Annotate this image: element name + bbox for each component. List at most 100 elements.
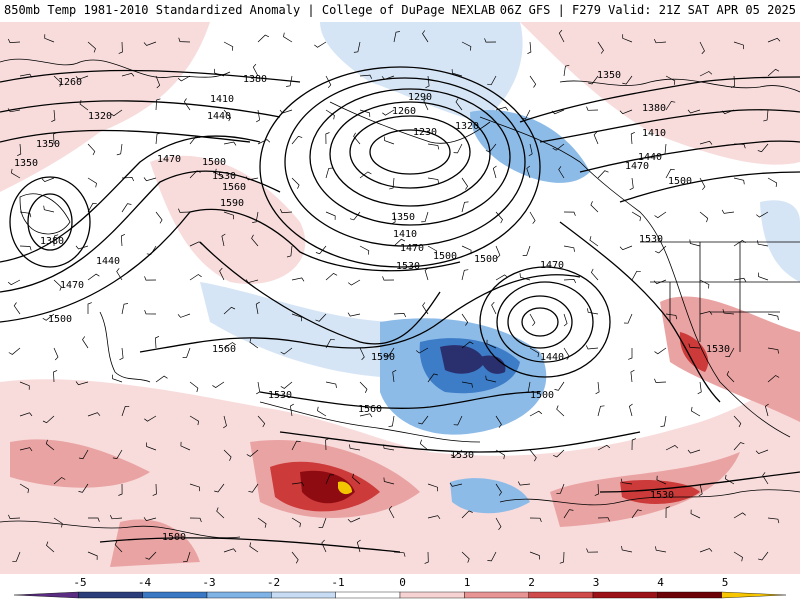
wind-barb <box>733 512 746 519</box>
contour-label: 1560 <box>222 182 246 193</box>
wind-barb <box>665 313 678 320</box>
wind-barb <box>556 405 565 417</box>
wind-barb <box>665 444 679 451</box>
coastline <box>259 401 481 443</box>
wind-barb <box>563 509 574 519</box>
wind-barb <box>620 478 633 485</box>
wind-barb <box>485 143 497 153</box>
wind-barb <box>597 517 610 522</box>
wind-barb <box>589 236 599 247</box>
wind-barb <box>486 339 497 349</box>
wind-barb <box>529 551 540 560</box>
wind-barb <box>529 449 537 462</box>
colorbar-swatch <box>78 591 143 599</box>
contour-label: 1440 <box>96 256 120 267</box>
low-center-contour <box>259 66 541 268</box>
wind-barb <box>661 143 667 156</box>
wind-barb <box>588 75 599 85</box>
wind-barb <box>325 474 334 485</box>
wind-barb <box>118 41 123 54</box>
wind-barb <box>733 177 745 185</box>
wind-barb <box>699 279 710 289</box>
wind-barb <box>78 449 89 460</box>
wind-barb <box>699 311 713 315</box>
wind-barb <box>422 30 429 43</box>
wind-barb <box>112 374 123 383</box>
wind-barb <box>495 106 509 111</box>
wind-barb <box>349 444 361 451</box>
wind-barb <box>756 211 769 218</box>
wind-barb <box>461 313 469 326</box>
wind-barb <box>325 132 330 145</box>
wind-barb <box>450 449 463 458</box>
wind-barb <box>223 109 232 122</box>
wind-barb <box>215 168 225 179</box>
wind-barb <box>563 279 577 284</box>
wind-barb <box>492 165 497 179</box>
wind-barb <box>726 371 735 383</box>
wind-barb <box>597 444 611 451</box>
wind-barb <box>359 347 365 361</box>
wind-barb <box>767 347 779 354</box>
wind-barb <box>51 109 56 123</box>
wind-barb <box>53 132 58 145</box>
wind-barb <box>189 415 199 426</box>
wind-barb <box>461 381 473 388</box>
wind-barb <box>43 205 55 213</box>
wind-barb <box>290 403 294 417</box>
coastline <box>329 101 491 144</box>
wind-barb <box>145 551 157 560</box>
wind-barb <box>733 551 743 562</box>
wind-barb <box>755 449 769 455</box>
wind-barb <box>119 347 124 361</box>
contour-line <box>0 129 251 143</box>
wind-barb <box>526 165 531 179</box>
wind-barb <box>245 279 259 284</box>
warm-anomaly-region <box>679 332 709 372</box>
wind-barb <box>427 245 438 255</box>
wind-barb <box>19 483 29 494</box>
wind-barb <box>393 31 400 43</box>
wind-barb <box>223 449 232 461</box>
wind-barb <box>628 348 633 360</box>
wind-barb <box>461 341 474 349</box>
wind-barb <box>628 403 633 417</box>
contour-label: 1470 <box>540 260 564 271</box>
wind-barb <box>325 438 330 451</box>
wind-barb <box>249 338 259 349</box>
contour-line <box>619 171 800 203</box>
contour-line <box>279 431 641 453</box>
wind-barb <box>291 277 305 282</box>
cold-anomaly-region <box>470 110 590 183</box>
wind-barb <box>7 108 21 113</box>
wind-barbs <box>7 29 781 564</box>
wind-barb <box>110 109 123 117</box>
wind-barb <box>423 97 429 111</box>
contour-label: 1560 <box>212 344 236 355</box>
wind-barb <box>347 279 361 286</box>
wind-barb <box>116 143 123 156</box>
wind-barb <box>251 234 259 247</box>
contour-label: 1260 <box>58 77 82 88</box>
wind-barb <box>13 302 21 315</box>
wind-barb <box>17 143 22 157</box>
wind-barb <box>418 415 429 425</box>
wind-barb <box>381 75 395 80</box>
wind-barb <box>213 68 225 77</box>
colorbar-swatch <box>657 591 722 599</box>
wind-barb <box>8 347 21 355</box>
wind-barb <box>359 413 373 418</box>
wind-barb <box>425 75 430 89</box>
wind-barb <box>42 415 55 424</box>
cold-anomaly-region <box>440 345 485 374</box>
wind-barb <box>725 474 735 485</box>
wind-barb <box>248 483 259 493</box>
contour-line <box>539 109 800 143</box>
wind-barb <box>485 375 497 383</box>
wind-barb <box>291 517 301 528</box>
wind-barb <box>353 41 361 53</box>
coastline <box>559 78 800 93</box>
wind-barb <box>359 74 373 79</box>
wind-barb <box>388 415 395 428</box>
anomaly-map: 1260 1320 1350 1380 1410 1440 1470 1500 … <box>0 22 800 574</box>
